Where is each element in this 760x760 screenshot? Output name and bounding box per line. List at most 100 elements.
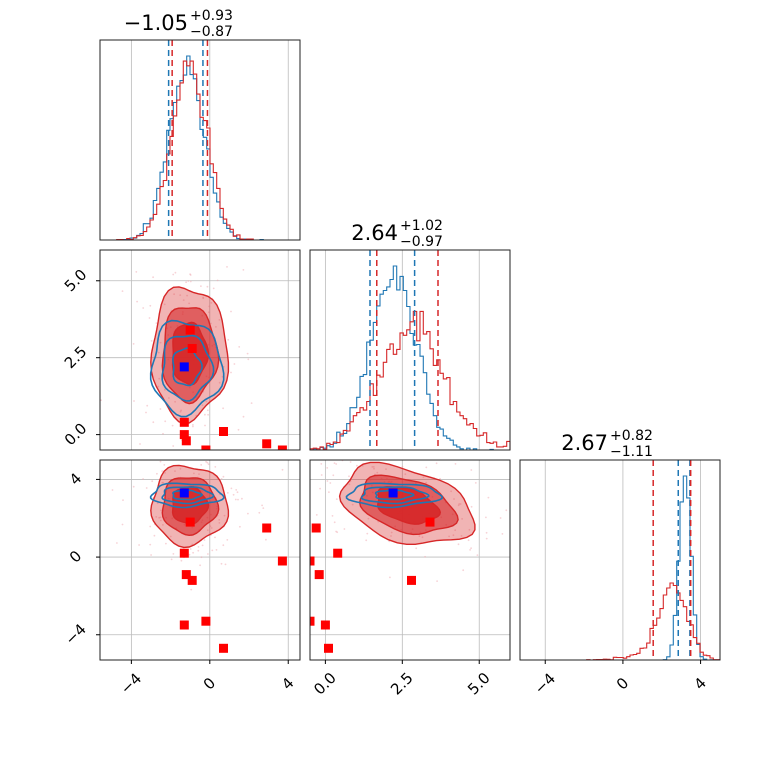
- sample-point: [436, 580, 438, 582]
- panel-2-2: 2.67 +0.82−1.11: [519, 428, 721, 661]
- sample-point: [149, 525, 152, 528]
- sample-point: [501, 533, 504, 535]
- sample-point: [163, 303, 166, 306]
- sample-point: [459, 503, 462, 505]
- panel-title-minus: −0.97: [400, 234, 443, 250]
- sample-point: [157, 385, 160, 388]
- sample-point: [145, 411, 147, 414]
- sample-point: [474, 482, 477, 484]
- sample-point: [152, 421, 155, 424]
- sample-point: [139, 443, 141, 445]
- x-tick-label: 0: [200, 674, 219, 693]
- sample-point: [237, 428, 240, 431]
- sample-point: [156, 502, 159, 505]
- sample-point: [454, 529, 457, 532]
- sample-point: [390, 531, 393, 534]
- sample-point: [485, 531, 488, 534]
- x-tick-label: 0: [613, 674, 632, 693]
- sample-point: [388, 540, 391, 543]
- sample-point: [230, 310, 232, 313]
- sample-point: [207, 311, 210, 314]
- sample-point: [132, 485, 135, 488]
- sample-point: [389, 576, 391, 579]
- sample-point: [172, 553, 175, 555]
- sample-point: [162, 524, 164, 526]
- histogram-blue: [100, 55, 300, 241]
- panel-frame: [309, 459, 511, 661]
- panel-content: [100, 266, 287, 450]
- sample-point: [170, 558, 173, 561]
- sample-point: [234, 498, 237, 501]
- sample-point: [205, 400, 208, 403]
- sample-point: [397, 440, 399, 442]
- sample-point: [200, 285, 202, 287]
- sample-point: [132, 343, 135, 345]
- sample-point: [162, 432, 164, 435]
- y-tick-label: 0.0: [61, 419, 91, 449]
- sample-point: [470, 547, 472, 550]
- marker-red: [201, 445, 211, 450]
- sample-point: [485, 516, 487, 519]
- sample-point: [258, 511, 261, 514]
- panel-title-minus: −0.87: [190, 24, 233, 40]
- sample-point: [468, 528, 471, 531]
- sample-point: [335, 498, 338, 500]
- sample-point: [179, 410, 182, 413]
- sample-point: [470, 469, 473, 471]
- panel-0-0: −1.05 +0.93−0.87: [99, 8, 301, 241]
- sample-point: [164, 472, 167, 474]
- sample-point: [333, 462, 336, 464]
- sample-point: [220, 478, 223, 480]
- sample-point: [335, 463, 338, 465]
- sample-point: [174, 400, 177, 403]
- marker-red: [320, 620, 330, 630]
- sample-point: [239, 525, 241, 528]
- contour-blue: [161, 486, 215, 505]
- sample-point: [424, 555, 426, 558]
- panel-title-plus: +0.82: [610, 428, 653, 444]
- x-tick-label: −4: [531, 669, 559, 697]
- sample-point: [146, 404, 149, 407]
- sample-point: [343, 528, 346, 530]
- sample-point: [435, 462, 438, 465]
- sample-point: [206, 285, 209, 288]
- sample-point: [210, 302, 213, 304]
- sample-point: [222, 407, 225, 410]
- sample-point: [100, 399, 102, 402]
- sample-point: [247, 358, 250, 361]
- histogram-red: [100, 60, 300, 241]
- sample-point: [180, 559, 183, 562]
- sample-point: [281, 468, 284, 471]
- sample-point: [169, 535, 172, 538]
- sample-point: [329, 482, 332, 484]
- y-tick-label: 2.5: [61, 343, 91, 373]
- sample-point: [173, 293, 176, 296]
- sample-point: [418, 535, 421, 537]
- panel-frame: [309, 249, 511, 451]
- panel-title-value: −1.05: [124, 11, 188, 35]
- sample-point: [236, 491, 239, 494]
- sample-point: [372, 466, 375, 468]
- sample-point: [150, 340, 153, 342]
- sample-point: [197, 549, 200, 552]
- sample-point: [161, 481, 164, 484]
- sample-point: [174, 271, 177, 274]
- sample-point: [262, 507, 265, 509]
- y-tick-label: 4: [66, 469, 85, 488]
- sample-point: [200, 464, 203, 466]
- sample-point: [371, 466, 374, 468]
- marker-red: [277, 445, 287, 450]
- sample-point: [145, 487, 148, 489]
- sample-point: [230, 487, 233, 490]
- sample-point: [212, 287, 215, 290]
- sample-point: [476, 554, 479, 556]
- sample-point: [142, 307, 145, 309]
- sample-point: [333, 521, 336, 524]
- marker-red: [181, 436, 191, 446]
- sample-point: [210, 527, 213, 529]
- sample-point: [179, 294, 182, 296]
- sample-point: [198, 473, 200, 475]
- sample-point: [328, 406, 330, 408]
- panel-frame: [99, 249, 301, 451]
- x-tick-label: 4: [278, 674, 297, 693]
